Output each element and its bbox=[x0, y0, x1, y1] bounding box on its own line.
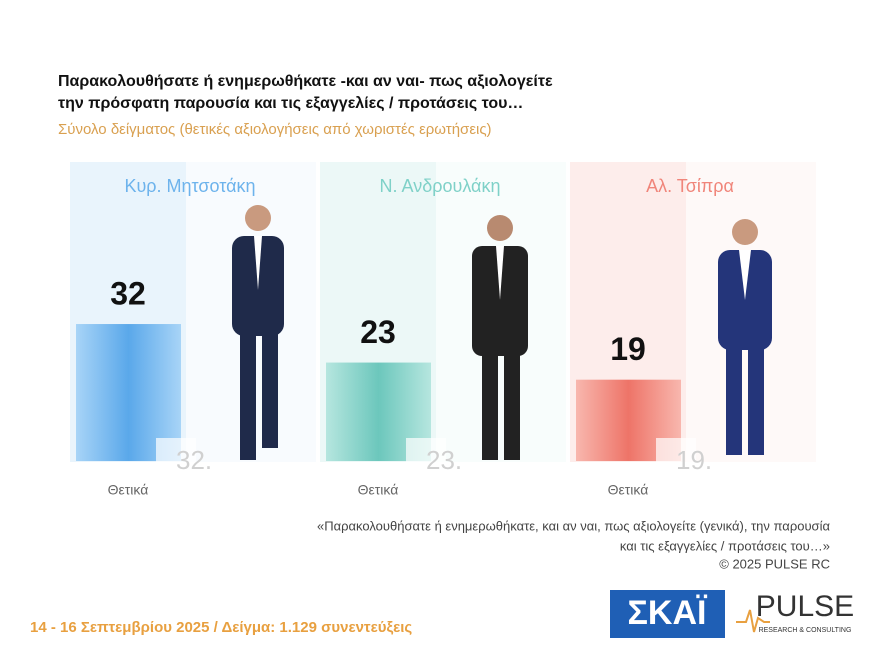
copyright: © 2025 PULSE RC bbox=[719, 556, 830, 571]
title-line: την πρόσφατη παρουσία και τις εξαγγελίες… bbox=[58, 95, 523, 112]
ghost-label: 19. bbox=[676, 445, 712, 475]
subtitle: Σύνολο δείγματος (θετικές αξιολογήσεις α… bbox=[58, 121, 492, 138]
value-label: 23 bbox=[360, 314, 396, 350]
ghost-box bbox=[406, 438, 446, 464]
logo: ΣΚΑΪ bbox=[628, 594, 709, 632]
category-label: Αλ. Τσίπρα bbox=[646, 176, 734, 196]
bar-label: Θετικά bbox=[358, 482, 399, 498]
logo: PULSE bbox=[756, 590, 854, 623]
footnote: και τις εξαγγελίες / προτάσεις του…» bbox=[620, 538, 830, 553]
logo-box bbox=[610, 590, 725, 638]
category-label: Κυρ. Μητσοτάκη bbox=[124, 176, 255, 196]
bar-label: Θετικά bbox=[608, 482, 649, 498]
bar-label: Θετικά bbox=[108, 482, 149, 498]
ghost-box bbox=[656, 438, 696, 464]
logo-mark bbox=[736, 609, 770, 633]
ghost-label: 32. bbox=[176, 445, 212, 475]
value-label: 32 bbox=[110, 275, 146, 311]
title-line: Παρακολουθήσατε ή ενημερωθήκατε -και αν … bbox=[58, 73, 553, 90]
figure bbox=[232, 205, 772, 460]
footnote: «Παρακολουθήσατε ή ενημερωθήκατε, και αν… bbox=[317, 518, 830, 533]
ghost-box bbox=[156, 438, 196, 464]
ghost-label: 23. bbox=[426, 445, 462, 475]
logo-sub: RESEARCH & CONSULTING bbox=[759, 627, 852, 634]
category-label: Ν. Ανδρουλάκη bbox=[380, 176, 501, 196]
footer: 14 - 16 Σεπτεμβρίου 2025 / Δείγμα: 1.129… bbox=[30, 619, 412, 636]
value-label: 19 bbox=[610, 331, 646, 367]
